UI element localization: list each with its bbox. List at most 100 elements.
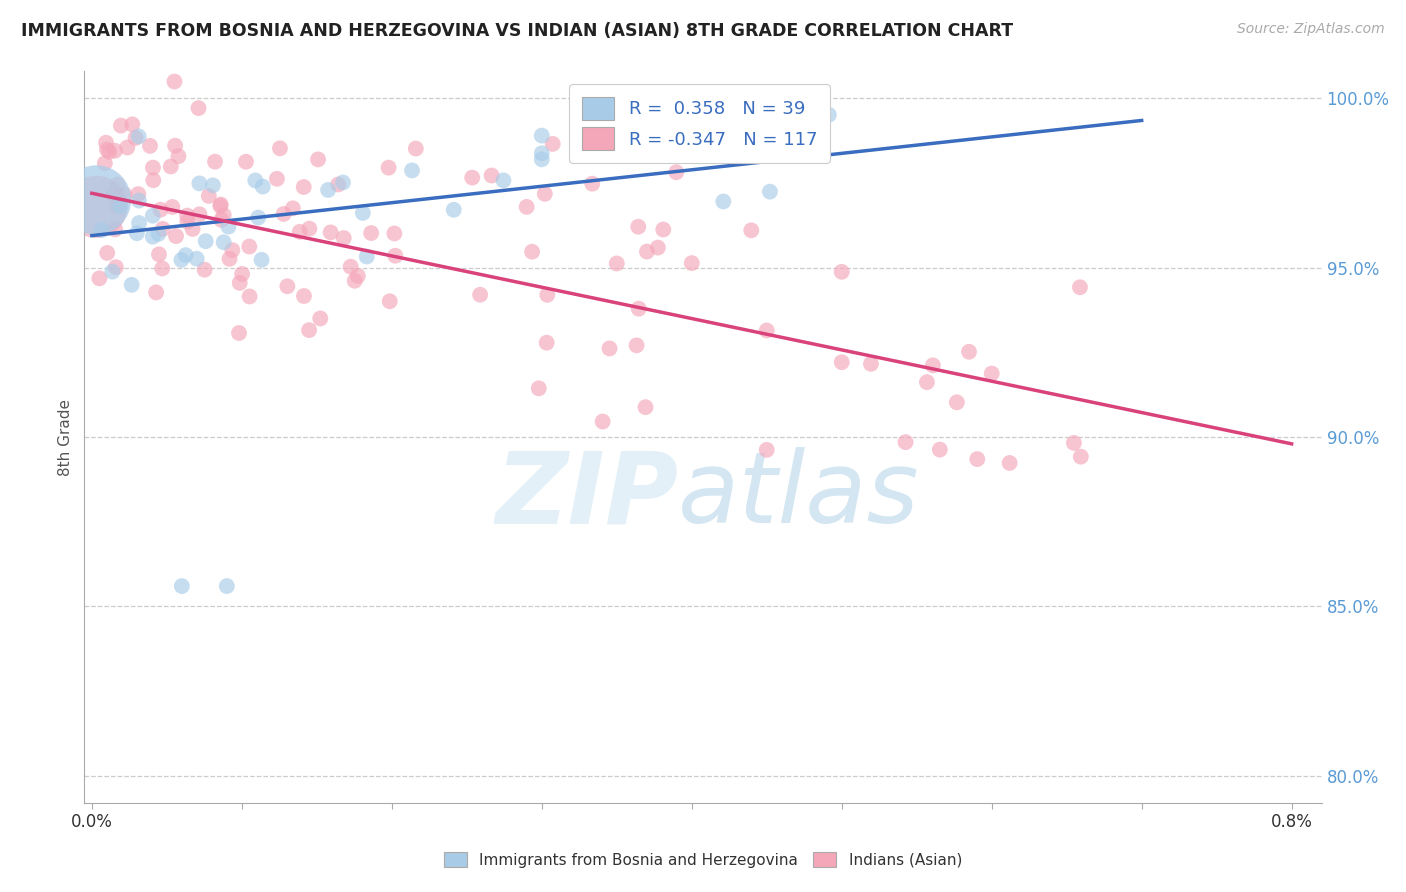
- Point: [1070, 450, 1092, 464]
- Point: [167, 149, 190, 163]
- Point: [998, 456, 1021, 470]
- Point: [121, 117, 143, 131]
- Point: [681, 256, 703, 270]
- Point: [121, 277, 143, 292]
- Text: ZIP: ZIP: [495, 447, 678, 544]
- Point: [599, 342, 621, 356]
- Point: [755, 324, 778, 338]
- Point: [148, 247, 170, 261]
- Point: [636, 244, 658, 259]
- Point: [103, 188, 125, 202]
- Point: [194, 234, 217, 248]
- Point: [104, 222, 127, 236]
- Point: [384, 249, 406, 263]
- Point: [818, 108, 841, 122]
- Point: [339, 260, 361, 274]
- Point: [269, 141, 291, 155]
- Legend: Immigrants from Bosnia and Herzegovina, Indians (Asian): Immigrants from Bosnia and Herzegovina, …: [436, 844, 970, 875]
- Point: [626, 338, 648, 352]
- Point: [125, 226, 148, 240]
- Point: [228, 276, 250, 290]
- Point: [481, 169, 503, 183]
- Point: [217, 219, 239, 234]
- Point: [328, 178, 350, 192]
- Point: [142, 209, 165, 223]
- Point: [527, 381, 550, 395]
- Point: [170, 252, 193, 267]
- Point: [152, 222, 174, 236]
- Point: [149, 202, 172, 217]
- Point: [98, 145, 121, 159]
- Point: [332, 176, 354, 190]
- Point: [276, 279, 298, 293]
- Point: [128, 129, 150, 144]
- Point: [162, 200, 184, 214]
- Point: [247, 211, 270, 225]
- Point: [347, 268, 370, 283]
- Point: [606, 256, 628, 270]
- Point: [298, 221, 321, 235]
- Point: [110, 119, 132, 133]
- Point: [212, 208, 235, 222]
- Point: [533, 186, 555, 201]
- Point: [245, 173, 267, 187]
- Point: [352, 206, 374, 220]
- Point: [980, 367, 1002, 381]
- Point: [107, 199, 129, 213]
- Point: [273, 207, 295, 221]
- Point: [142, 161, 165, 175]
- Point: [127, 187, 149, 202]
- Point: [145, 285, 167, 300]
- Point: [250, 252, 273, 267]
- Point: [928, 442, 950, 457]
- Point: [634, 400, 657, 414]
- Point: [360, 226, 382, 240]
- Point: [186, 252, 208, 266]
- Point: [209, 212, 232, 227]
- Point: [198, 189, 221, 203]
- Point: [204, 154, 226, 169]
- Point: [831, 265, 853, 279]
- Legend: R =  0.358   N = 39, R = -0.347   N = 117: R = 0.358 N = 39, R = -0.347 N = 117: [569, 84, 830, 163]
- Point: [174, 248, 197, 262]
- Point: [740, 223, 762, 237]
- Point: [150, 261, 173, 276]
- Point: [627, 219, 650, 234]
- Point: [468, 287, 491, 301]
- Point: [86, 200, 108, 214]
- Point: [252, 179, 274, 194]
- Point: [831, 355, 853, 369]
- Point: [755, 442, 778, 457]
- Point: [536, 287, 558, 301]
- Point: [201, 178, 224, 193]
- Point: [89, 271, 111, 285]
- Point: [110, 199, 132, 213]
- Point: [665, 165, 688, 179]
- Point: [530, 153, 553, 167]
- Point: [541, 136, 564, 151]
- Point: [231, 267, 253, 281]
- Point: [298, 323, 321, 337]
- Point: [319, 226, 342, 240]
- Point: [461, 170, 484, 185]
- Point: [581, 177, 603, 191]
- Point: [142, 173, 165, 187]
- Point: [96, 246, 118, 260]
- Point: [266, 171, 288, 186]
- Point: [228, 326, 250, 340]
- Point: [107, 178, 129, 192]
- Point: [401, 163, 423, 178]
- Point: [356, 250, 378, 264]
- Point: [104, 260, 127, 275]
- Point: [530, 128, 553, 143]
- Text: Source: ZipAtlas.com: Source: ZipAtlas.com: [1237, 22, 1385, 37]
- Point: [94, 156, 117, 170]
- Point: [647, 241, 669, 255]
- Point: [221, 243, 243, 257]
- Point: [170, 579, 193, 593]
- Point: [652, 222, 675, 236]
- Point: [101, 265, 124, 279]
- Point: [627, 301, 650, 316]
- Point: [176, 209, 198, 223]
- Point: [104, 144, 127, 158]
